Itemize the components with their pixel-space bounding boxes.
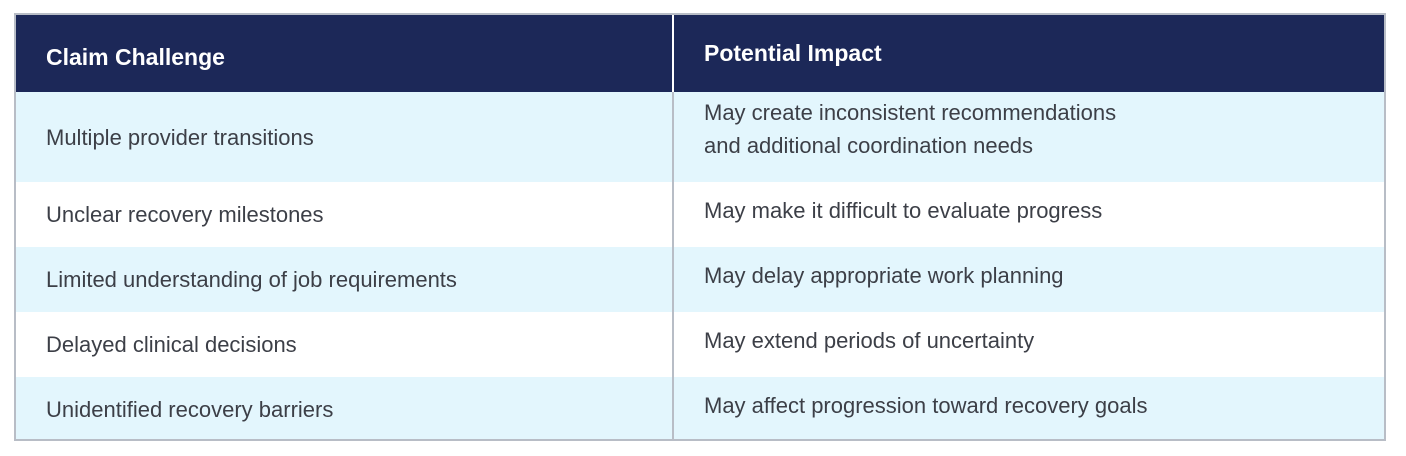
table-row: Unclear recovery milestones May make it … bbox=[16, 182, 1384, 247]
challenge-cell: Unidentified recovery barriers bbox=[16, 377, 673, 439]
challenge-text: Unidentified recovery barriers bbox=[46, 397, 334, 422]
header-potential-impact: Potential Impact bbox=[672, 15, 1384, 92]
impact-text: May affect progression toward recovery g… bbox=[704, 393, 1148, 418]
challenge-impact-table: Claim Challenge Potential Impact Multipl… bbox=[16, 15, 1384, 439]
challenge-cell: Multiple provider transitions bbox=[16, 92, 673, 182]
impact-cell: May create inconsistent recommendations a… bbox=[672, 92, 1384, 182]
table-row: Limited understanding of job requirement… bbox=[16, 247, 1384, 312]
impact-cell: May delay appropriate work planning bbox=[672, 247, 1384, 312]
table-row: Unidentified recovery barriers May affec… bbox=[16, 377, 1384, 439]
header-claim-challenge: Claim Challenge bbox=[16, 15, 673, 92]
impact-line-1: May create inconsistent recommendations bbox=[704, 100, 1117, 125]
challenge-cell: Delayed clinical decisions bbox=[16, 312, 673, 377]
header-claim-challenge-label: Claim Challenge bbox=[46, 44, 225, 70]
impact-text: May delay appropriate work planning bbox=[704, 263, 1064, 288]
claims-table: Claim Challenge Potential Impact Multipl… bbox=[14, 13, 1386, 441]
table-row: Multiple provider transitions May create… bbox=[16, 92, 1384, 182]
challenge-cell: Limited understanding of job requirement… bbox=[16, 247, 673, 312]
header-potential-impact-label: Potential Impact bbox=[704, 40, 882, 66]
header-row: Claim Challenge Potential Impact bbox=[16, 15, 1384, 92]
impact-line-2: and additional coordination needs bbox=[704, 133, 1034, 158]
impact-cell: May make it difficult to evaluate progre… bbox=[672, 182, 1384, 247]
impact-text: May extend periods of uncertainty bbox=[704, 328, 1035, 353]
impact-text: May make it difficult to evaluate progre… bbox=[704, 198, 1103, 223]
challenge-text: Multiple provider transitions bbox=[46, 124, 314, 150]
challenge-text: Limited understanding of job requirement… bbox=[46, 267, 457, 292]
challenge-cell: Unclear recovery milestones bbox=[16, 182, 673, 247]
table-row: Delayed clinical decisions May extend pe… bbox=[16, 312, 1384, 377]
impact-text: May create inconsistent recommendations a… bbox=[704, 100, 1116, 162]
impact-cell: May affect progression toward recovery g… bbox=[672, 377, 1384, 439]
impact-cell: May extend periods of uncertainty bbox=[672, 312, 1384, 377]
challenge-text: Delayed clinical decisions bbox=[46, 332, 297, 357]
challenge-text: Unclear recovery milestones bbox=[46, 202, 324, 227]
